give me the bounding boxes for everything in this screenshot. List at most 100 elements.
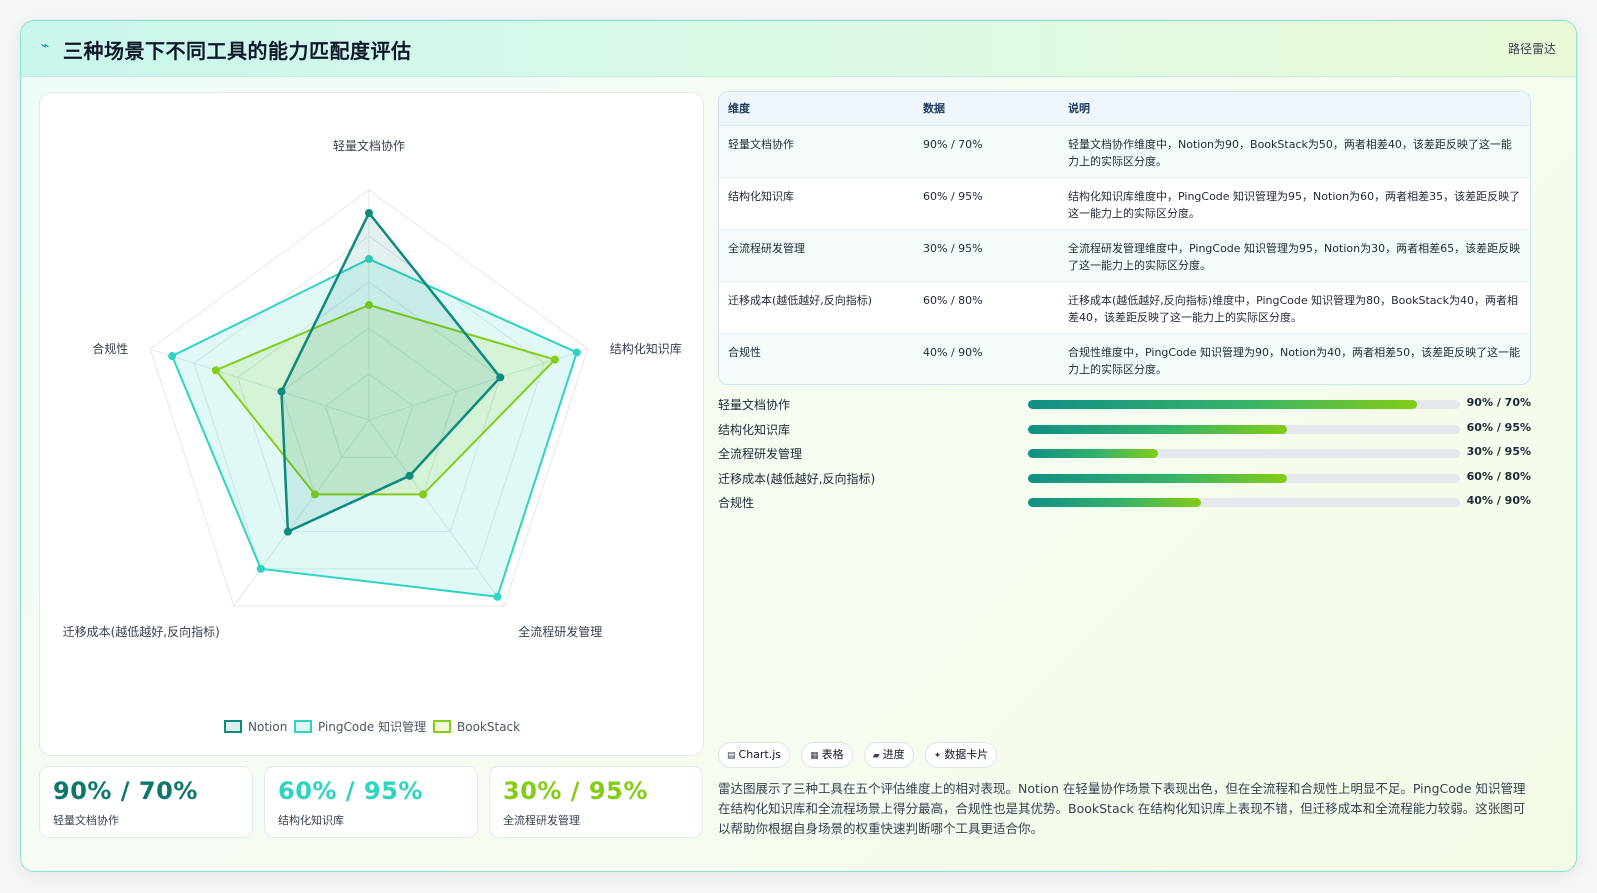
table-header-data: 数据 (914, 92, 1059, 126)
data-point (365, 209, 373, 217)
progress-fill (1028, 498, 1201, 507)
data-point (310, 490, 319, 499)
table-row: 合规性 40% / 90% 合规性维度中，PingCode 知识管理为90，No… (719, 333, 1530, 384)
data-point (256, 564, 265, 573)
progress-row: 轻量文档协作 90% / 70% (718, 394, 1531, 419)
table-cell-dim: 全流程研发管理 (728, 241, 805, 255)
progress-track (1028, 498, 1460, 507)
legend-swatch (224, 720, 242, 733)
kpi-card-3: 30% / 95% 全流程研发管理 (489, 766, 703, 838)
grid-spoke (150, 348, 370, 421)
table-cell-dim: 迁移成本(越低越好,反向指标) (728, 293, 873, 307)
data-point (365, 301, 373, 309)
tag-chartjs[interactable]: ▤ Chart.js (718, 742, 791, 768)
kpi-value: 60% / 95% (278, 777, 423, 805)
progress-value: 90% / 70% (1466, 396, 1531, 409)
data-point (283, 527, 292, 536)
kpi-value: 90% / 70% (53, 777, 198, 805)
table-cell-desc: 结构化知识库维度中，PingCode 知识管理为95，Notion为60，两者相… (1068, 189, 1521, 220)
progress-track (1028, 424, 1460, 434)
table-cell-data: 30% / 95% (923, 241, 983, 255)
table-header-dim: 维度 (719, 92, 914, 126)
table-cell-desc: 迁移成本(越低越好,反向指标)维度中，PingCode 知识管理为80，Book… (1068, 293, 1518, 324)
progress-label: 合规性 (718, 496, 755, 510)
progress-track (1028, 473, 1460, 483)
tag-label: 进度 (882, 748, 905, 761)
series-area (280, 210, 502, 534)
page-title: 三种场景下不同工具的能力匹配度评估 (63, 39, 412, 63)
table-cell-dim: 合规性 (728, 345, 761, 359)
progress-value: 40% / 90% (1466, 494, 1531, 507)
data-point (405, 471, 414, 480)
grid-ring (193, 235, 545, 570)
table-icon: ▦ (810, 751, 819, 761)
data-point (550, 355, 559, 364)
kpi-value: 30% / 95% (503, 777, 648, 805)
tag-table[interactable]: ▦ 表格 (801, 742, 853, 768)
chart-icon: ▤ (727, 751, 736, 761)
kpi-label: 全流程研发管理 (503, 814, 580, 827)
axis-label: 全流程研发管理 (518, 624, 602, 639)
tag-progress[interactable]: ▰ 进度 (863, 742, 914, 768)
grid-spoke (368, 419, 505, 607)
data-point (365, 255, 373, 263)
tag-datacard[interactable]: ✦ 数据卡片 (924, 742, 998, 768)
kpi-card-2: 60% / 95% 结构化知识库 (264, 766, 478, 838)
progress-value: 30% / 95% (1466, 445, 1531, 458)
data-table: 维度 数据 说明 轻量文档协作 90% / 70% 轻量文档协作维度中，Noti… (718, 91, 1531, 385)
table-cell-desc: 全流程研发管理维度中，PingCode 知识管理为95，Notion为30，两者… (1068, 241, 1521, 272)
card-icon: ✦ (933, 751, 942, 761)
dashboard-card: ⌁ 三种场景下不同工具的能力匹配度评估 路径雷达 轻量文档协作 结构化知识库 全流程… (20, 20, 1577, 872)
table-header-row: 维度 数据 说明 (719, 92, 1530, 126)
kpi-label: 轻量文档协作 (53, 814, 119, 827)
legend-label: PingCode 知识管理 (318, 719, 426, 734)
table-cell-data: 90% / 70% (923, 137, 983, 151)
axis-label: 轻量文档协作 (333, 138, 405, 153)
table-header-desc: 说明 (1059, 92, 1530, 126)
table-row: 迁移成本(越低越好,反向指标) 60% / 80% 迁移成本(越低越好,反向指标… (719, 281, 1530, 333)
kpi-card-1: 90% / 70% 轻量文档协作 (39, 766, 253, 838)
tag-label: 表格 (821, 748, 844, 761)
data-point (211, 366, 220, 375)
axis-label: 结构化知识库 (610, 341, 682, 356)
progress-list: 轻量文档协作 90% / 70% 结构化知识库 60% / 95% 全流程研发管… (718, 394, 1531, 517)
progress-icon: ▰ (872, 751, 880, 761)
radar-chart-panel: 轻量文档协作 结构化知识库 全流程研发管理 迁移成本(越低越好,反向指标) 合规性 Not… (39, 92, 704, 756)
progress-fill (1028, 449, 1158, 458)
progress-value: 60% / 80% (1466, 469, 1531, 483)
table-cell-data: 60% / 95% (923, 189, 983, 203)
progress-fill (1028, 473, 1288, 483)
table-row: 全流程研发管理 30% / 95% 全流程研发管理维度中，PingCode 知识… (719, 229, 1530, 281)
table-cell-dim: 轻量文档协作 (728, 137, 794, 151)
progress-row: 迁移成本(越低越好,反向指标) 60% / 80% (718, 468, 1531, 493)
progress-label: 轻量文档协作 (718, 398, 791, 412)
wave-icon: ⌁ (41, 38, 50, 54)
table-cell-dim: 结构化知识库 (728, 189, 794, 203)
table-cell-data: 60% / 80% (923, 293, 983, 307)
tech-tags: ▤ Chart.js ▦ 表格 ▰ 进度 ✦ 数据卡片 (718, 742, 1003, 768)
data-point (168, 352, 177, 361)
chart-description: 雷达图展示了三种工具在五个评估维度上的相对表现。Notion 在轻量协作场景下表… (718, 781, 1526, 836)
progress-value: 60% / 95% (1466, 420, 1531, 434)
progress-fill (1028, 424, 1288, 434)
legend-label: BookStack (457, 720, 520, 734)
table-row: 轻量文档协作 90% / 70% 轻量文档协作维度中，Notion为90，Boo… (719, 125, 1530, 177)
progress-label: 迁移成本(越低越好,反向指标) (718, 471, 876, 486)
data-point (493, 592, 502, 601)
data-point (496, 373, 505, 382)
grid-ring (237, 281, 501, 533)
kpi-label: 结构化知识库 (278, 814, 344, 827)
grid-ring (324, 373, 414, 458)
progress-track (1028, 400, 1460, 409)
data-point (572, 348, 581, 357)
grid-spoke (233, 419, 370, 607)
data-point (419, 490, 428, 499)
axis-label: 合规性 (92, 341, 128, 356)
table-cell-desc: 轻量文档协作维度中，Notion为90，BookStack为50，两者相差40，… (1068, 137, 1512, 168)
grid-ring (149, 189, 589, 607)
table-row: 结构化知识库 60% / 95% 结构化知识库维度中，PingCode 知识管理… (719, 177, 1530, 229)
header-bar: ⌁ 三种场景下不同工具的能力匹配度评估 路径雷达 (21, 21, 1576, 77)
progress-row: 合规性 40% / 90% (718, 492, 1531, 517)
legend-swatch (433, 720, 451, 733)
